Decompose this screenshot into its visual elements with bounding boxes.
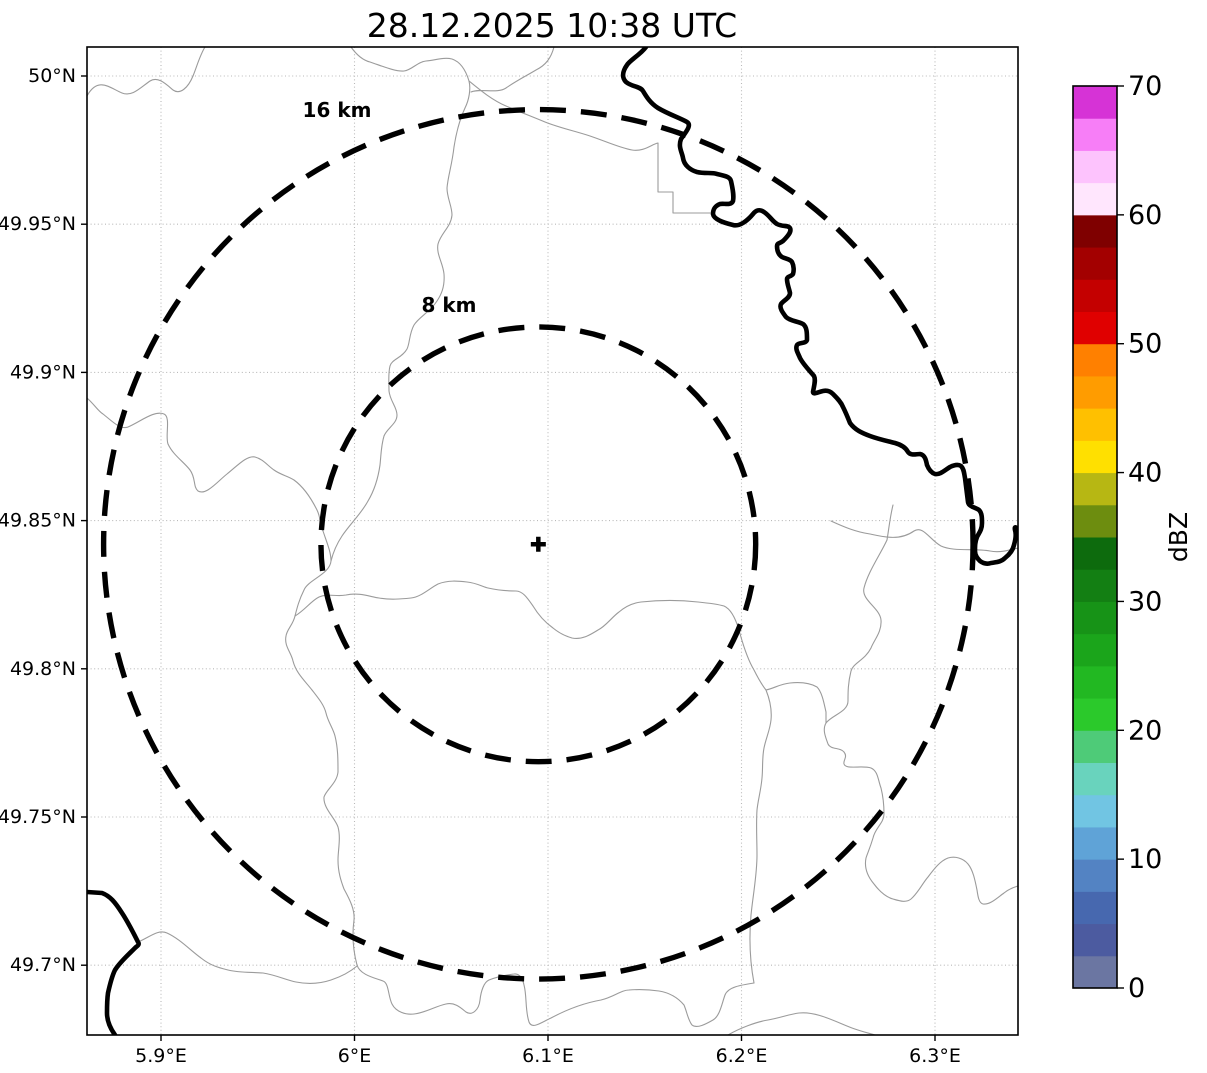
colorbar-segment [1073, 698, 1117, 731]
colorbar-segment [1073, 891, 1117, 925]
plot-frame [86, 46, 1019, 1036]
border-line [765, 682, 827, 724]
y-tick-label: 49.95°N [0, 213, 76, 235]
colorbar-segment [1073, 730, 1117, 763]
colorbar-segment [1073, 408, 1117, 441]
colorbar-tick-label: 50 [1128, 329, 1162, 360]
radar-site-marker [530, 536, 546, 552]
colorbar-segment [1073, 601, 1117, 635]
y-tick-label: 50°N [28, 65, 76, 87]
municipal-border-lines [87, 47, 1018, 1035]
colorbar-segment [1073, 440, 1117, 474]
colorbar-segment [1073, 311, 1117, 345]
range-ring-16km [100, 106, 976, 982]
colorbar-segment [1073, 343, 1117, 377]
colorbar-segment [1073, 537, 1117, 570]
colorbar-segment [1073, 923, 1117, 957]
colorbar-segment [1073, 86, 1117, 119]
border-line [749, 689, 772, 984]
x-tick-label: 5.9°E [135, 1045, 187, 1067]
colorbar-segment [1073, 214, 1117, 248]
colorbar-segment [1073, 472, 1117, 506]
range-ring-labels: 16 km 8 km [303, 98, 477, 317]
gridlines [87, 47, 1018, 1035]
colorbar: 0 10 20 30 40 50 60 70 dBZ [1072, 71, 1193, 1004]
colorbar-tick-label: 0 [1128, 973, 1145, 1004]
colorbar-tick-label: 30 [1128, 586, 1162, 617]
x-tick-label: 6°E [338, 1045, 372, 1067]
colorbar-segment [1073, 182, 1117, 216]
border-line [468, 80, 711, 214]
y-tick-label: 49.85°N [0, 510, 76, 532]
colorbar-segment [1073, 665, 1117, 699]
border-line [87, 397, 755, 1028]
border-line [727, 1012, 876, 1035]
range-rings [100, 106, 976, 982]
colorbar-tick-label: 60 [1128, 200, 1162, 231]
border-line [294, 580, 767, 691]
colorbar-segment [1073, 826, 1117, 860]
colorbar-segment [1073, 955, 1117, 989]
range-ring-label: 16 km [303, 98, 372, 122]
border-line [137, 931, 358, 985]
y-tick-label: 49.8°N [10, 658, 76, 680]
colorbar-axis-label: dBZ [1164, 512, 1193, 562]
colorbar-segment [1073, 118, 1117, 151]
range-ring-label: 8 km [421, 293, 476, 317]
border-line [470, 47, 555, 93]
colorbar-segment [1073, 569, 1117, 602]
colorbar-segment [1073, 504, 1117, 538]
plot-title: 28.12.2025 10:38 UTC [367, 6, 737, 45]
range-ring-8km [318, 324, 759, 765]
axis-ticks-and-labels: 5.9°E 6°E 6.1°E 6.2°E 6.3°E 50°N 49.95°N 49.9°N… [0, 65, 961, 1067]
x-tick-label: 6.1°E [522, 1045, 574, 1067]
colorbar-segment [1073, 279, 1117, 312]
colorbar-tick-label: 10 [1128, 844, 1162, 875]
colorbar-segment [1073, 150, 1117, 184]
colorbar-segment [1073, 859, 1117, 892]
country-border-river [620, 47, 1018, 566]
border-line [330, 47, 471, 562]
y-tick-label: 49.75°N [0, 806, 76, 828]
colorbar-segment [1073, 794, 1117, 828]
border-line [87, 47, 206, 97]
border-line [823, 504, 1018, 905]
y-tick-label: 49.9°N [10, 361, 76, 383]
x-tick-label: 6.3°E [909, 1045, 961, 1067]
colorbar-segment [1073, 247, 1117, 280]
colorbar-segment [1073, 375, 1117, 409]
y-tick-label: 49.7°N [10, 954, 76, 976]
country-border-southwest [87, 889, 141, 1035]
colorbar-tick-label: 40 [1128, 458, 1162, 489]
country-border-lines [87, 47, 1018, 1035]
colorbar-segment [1073, 762, 1117, 796]
colorbar-outline [1072, 85, 1118, 989]
x-tick-label: 6.2°E [716, 1045, 768, 1067]
colorbar-segment [1073, 633, 1117, 667]
colorbar-tick-label: 20 [1128, 715, 1162, 746]
border-line [830, 520, 1018, 553]
colorbar-tick-label: 70 [1128, 71, 1162, 102]
